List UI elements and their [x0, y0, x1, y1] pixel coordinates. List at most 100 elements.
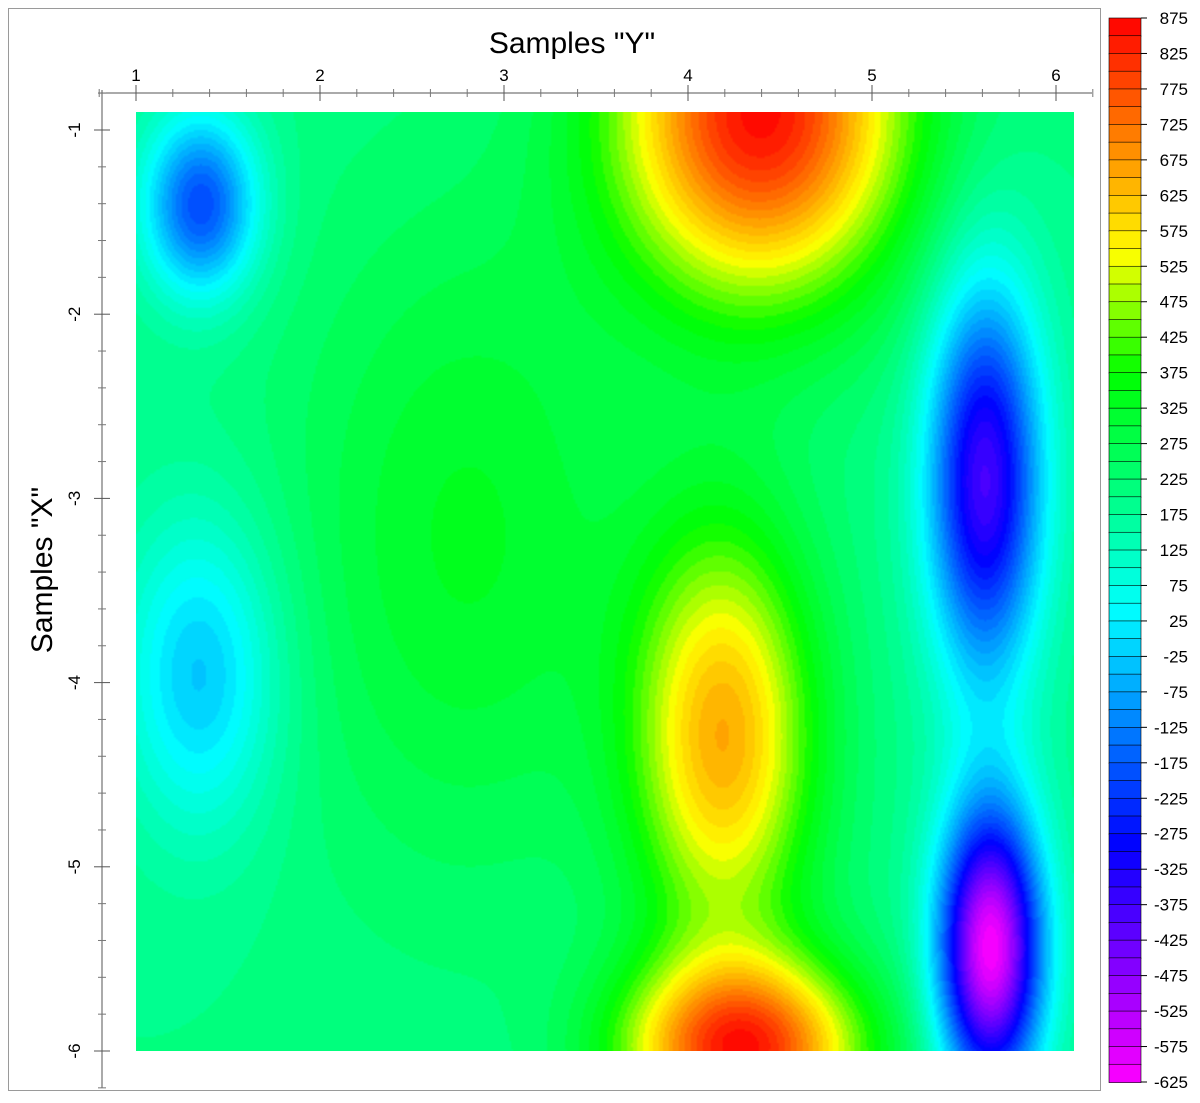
- colorbar-label: -275: [1154, 825, 1188, 844]
- y-axis: -1 -2 -3 -4 -5 -6: [65, 90, 110, 1089]
- colorbar-band: [1108, 354, 1142, 374]
- colorbar-band: [1108, 372, 1142, 392]
- colorbar-band: [1108, 1028, 1142, 1048]
- colorbar-label: -525: [1154, 1002, 1188, 1021]
- colorbar-band: [1108, 265, 1142, 285]
- colorbar-band: [1108, 673, 1142, 693]
- colorbar-label: -125: [1154, 718, 1188, 737]
- colorbar-band: [1108, 212, 1142, 232]
- colorbar-band: [1108, 70, 1142, 90]
- colorbar-label: -475: [1154, 967, 1188, 986]
- colorbar-band: [1108, 106, 1142, 126]
- colorbar-band: [1108, 248, 1142, 268]
- colorbar-band: [1108, 656, 1142, 676]
- colorbar-band: [1108, 709, 1142, 729]
- x-axis-title: Samples "Y": [489, 27, 655, 60]
- colorbar-band: [1108, 159, 1142, 179]
- colorbar-label: 575: [1160, 222, 1188, 241]
- colorbar-label: 175: [1160, 506, 1188, 525]
- colorbar-label: -75: [1163, 683, 1188, 702]
- colorbar-band: [1108, 904, 1142, 924]
- colorbar-band: [1108, 531, 1142, 551]
- colorbar-band: [1108, 922, 1142, 942]
- colorbar-band: [1108, 283, 1142, 303]
- y-tick-label: -3: [65, 491, 84, 506]
- colorbar-band: [1108, 744, 1142, 764]
- colorbar-band: [1108, 975, 1142, 995]
- colorbar-label: 325: [1160, 399, 1188, 418]
- colorbar-band: [1108, 319, 1142, 339]
- colorbar-band: [1108, 1063, 1142, 1083]
- colorbar-label: 725: [1160, 115, 1188, 134]
- x-tick-label: 2: [315, 66, 324, 85]
- colorbar-band: [1108, 17, 1142, 37]
- y-tick-label: -4: [65, 675, 84, 690]
- colorbar-band: [1108, 1010, 1142, 1030]
- colorbar-band: [1108, 35, 1142, 55]
- colorbar-label: 525: [1160, 257, 1188, 276]
- colorbar-band: [1108, 124, 1142, 144]
- colorbar-band: [1108, 301, 1142, 321]
- y-tick-label: -6: [65, 1043, 84, 1058]
- colorbar-label: -25: [1163, 647, 1188, 666]
- x-tick-label: 4: [683, 66, 692, 85]
- x-tick-label: 5: [867, 66, 876, 85]
- colorbar-band: [1108, 390, 1142, 410]
- colorbar-band: [1108, 549, 1142, 569]
- colorbar-label: 75: [1169, 576, 1188, 595]
- colorbar-band: [1108, 141, 1142, 161]
- colorbar-band: [1108, 797, 1142, 817]
- colorbar-band: [1108, 886, 1142, 906]
- colorbar-label: 475: [1160, 293, 1188, 312]
- x-tick-label: 6: [1051, 66, 1060, 85]
- colorbar-band: [1108, 195, 1142, 214]
- colorbar-band: [1108, 514, 1142, 534]
- colorbar-label: 675: [1160, 151, 1188, 170]
- x-tick-label: 1: [131, 66, 140, 85]
- colorbar-band: [1108, 851, 1142, 871]
- x-axis: 1 2 3 4 5 6: [98, 66, 1094, 101]
- colorbar-label: 375: [1160, 364, 1188, 383]
- colorbar-label: 425: [1160, 328, 1188, 347]
- colorbar-band: [1108, 461, 1142, 480]
- colorbar-band: [1108, 336, 1142, 356]
- x-tick-label: 3: [499, 66, 508, 85]
- colorbar-band: [1108, 762, 1142, 782]
- plot-area: [136, 112, 1074, 1051]
- colorbar-band: [1108, 727, 1142, 746]
- colorbar-band: [1108, 1046, 1142, 1066]
- colorbar-band: [1108, 620, 1142, 640]
- colorbar-band: [1108, 567, 1142, 587]
- y-axis-title: Samples "X": [26, 487, 59, 653]
- colorbar-band: [1108, 638, 1142, 658]
- colorbar-label: -425: [1154, 931, 1188, 950]
- colorbar-label: -575: [1154, 1038, 1188, 1057]
- colorbar-band: [1108, 478, 1142, 498]
- colorbar-band: [1108, 407, 1142, 427]
- colorbar-label: -325: [1154, 860, 1188, 879]
- colorbar-band: [1108, 177, 1142, 197]
- colorbar-band: [1108, 957, 1142, 977]
- colorbar-label: 275: [1160, 435, 1188, 454]
- colorbar-label: 125: [1160, 541, 1188, 560]
- colorbar-label: 225: [1160, 470, 1188, 489]
- colorbar-band: [1108, 993, 1142, 1012]
- y-tick-label: -1: [65, 122, 84, 137]
- colorbar-band: [1108, 53, 1142, 73]
- colorbar-band: [1108, 602, 1142, 622]
- colorbar-band: [1108, 425, 1142, 445]
- colorbar-band: [1108, 939, 1142, 959]
- colorbar-label: 25: [1169, 612, 1188, 631]
- contour-field: [136, 112, 1074, 1051]
- colorbar-label: -375: [1154, 896, 1188, 915]
- colorbar-label: 825: [1160, 44, 1188, 63]
- colorbar-band: [1108, 780, 1142, 800]
- colorbar-band: [1108, 815, 1142, 835]
- colorbar-label: -225: [1154, 789, 1188, 808]
- colorbar-band: [1108, 496, 1142, 516]
- y-tick-label: -2: [65, 307, 84, 322]
- colorbar-band: [1108, 585, 1142, 605]
- colorbar-band: [1108, 88, 1142, 108]
- colorbar-label: 625: [1160, 186, 1188, 205]
